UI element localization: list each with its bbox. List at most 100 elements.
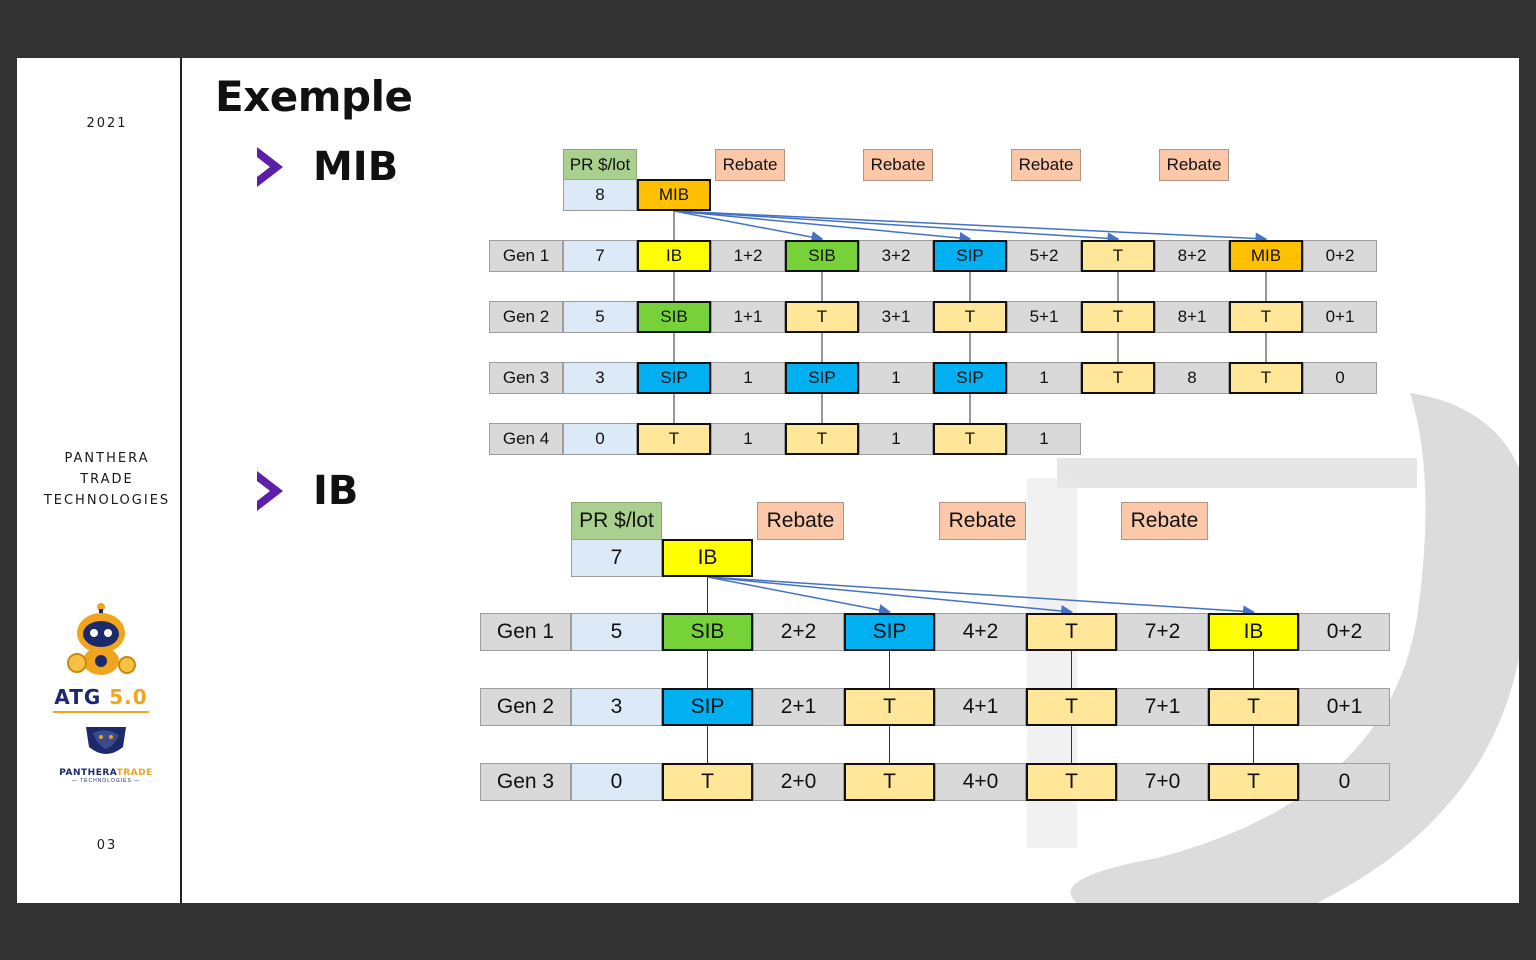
generation-pr-value: 5 xyxy=(571,613,662,651)
rebate-value: 1 xyxy=(859,362,933,394)
company-line: TRADE xyxy=(80,472,134,487)
rebate-value: 7+1 xyxy=(1117,688,1208,726)
rebate-value: 1+2 xyxy=(711,240,785,272)
generation-label: Gen 3 xyxy=(489,362,563,394)
robot-mascot-icon xyxy=(67,603,136,675)
generation-label: Gen 3 xyxy=(480,763,571,801)
rebate-header: Rebate xyxy=(1011,149,1081,181)
slide: 2021 PANTHERA TRADE TECHNOLOGIES ATG 5.0 xyxy=(17,58,1519,903)
rebate-value: 2+2 xyxy=(753,613,844,651)
generation-label: Gen 1 xyxy=(489,240,563,272)
page-title: Exemple xyxy=(215,72,413,121)
generation-label: Gen 2 xyxy=(480,688,571,726)
section-mib-label: MIB xyxy=(313,144,399,190)
role-node-t: T xyxy=(933,301,1007,333)
generation-pr-value: 3 xyxy=(563,362,637,394)
generation-label: Gen 1 xyxy=(480,613,571,651)
pr-value: 7 xyxy=(571,539,662,577)
role-node-sip: SIP xyxy=(933,362,1007,394)
chevron-right-icon xyxy=(257,147,283,187)
panthera-logo: PANTHERATRADE — TECHNOLOGIES — xyxy=(51,723,161,784)
page-number: 03 xyxy=(96,838,118,853)
panthera-logo-subtitle: — TECHNOLOGIES — xyxy=(71,778,141,784)
rebate-value: 1 xyxy=(711,423,785,455)
panthera-logo-text: PANTHERATRADE xyxy=(51,768,161,778)
company-line: TECHNOLOGIES xyxy=(43,493,171,508)
role-node-sib: SIB xyxy=(637,301,711,333)
role-node-t: T xyxy=(1081,240,1155,272)
role-node-ib: IB xyxy=(637,240,711,272)
pr-per-lot-label: PR $/lot xyxy=(571,502,662,540)
role-node-sip: SIP xyxy=(785,362,859,394)
rebate-value: 2+1 xyxy=(753,688,844,726)
role-node-sip: SIP xyxy=(662,688,753,726)
rebate-value: 0+1 xyxy=(1299,688,1390,726)
role-node-t: T xyxy=(1026,613,1117,651)
role-node-t: T xyxy=(1208,688,1299,726)
rebate-header: Rebate xyxy=(863,149,933,181)
trade-word: TRADE xyxy=(116,768,153,778)
role-node-mib: MIB xyxy=(1229,240,1303,272)
role-node-sib: SIB xyxy=(662,613,753,651)
rebate-value: 2+0 xyxy=(753,763,844,801)
role-node-ib: IB xyxy=(1208,613,1299,651)
generation-pr-value: 5 xyxy=(563,301,637,333)
rebate-value: 1 xyxy=(1007,423,1081,455)
role-node-t: T xyxy=(1081,301,1155,333)
role-node-sib: SIB xyxy=(785,240,859,272)
rebate-value: 0 xyxy=(1303,362,1377,394)
company-name: PANTHERA TRADE TECHNOLOGIES xyxy=(17,448,197,511)
role-node-sip: SIP xyxy=(637,362,711,394)
atg-logo-version: 5.0 xyxy=(109,685,148,709)
rebate-value: 0+2 xyxy=(1299,613,1390,651)
rebate-value: 7+0 xyxy=(1117,763,1208,801)
generation-pr-value: 0 xyxy=(571,763,662,801)
chevron-right-icon xyxy=(257,471,283,511)
rebate-value: 5+2 xyxy=(1007,240,1081,272)
section-ib-label: IB xyxy=(313,468,359,514)
rebate-header: Rebate xyxy=(1159,149,1229,181)
section-ib-heading: IB xyxy=(255,468,358,514)
role-node-t: T xyxy=(1026,688,1117,726)
sidebar-divider xyxy=(180,58,182,903)
rebate-value: 1 xyxy=(859,423,933,455)
role-node-t: T xyxy=(1081,362,1155,394)
rebate-value: 1+1 xyxy=(711,301,785,333)
generation-label: Gen 4 xyxy=(489,423,563,455)
company-line: PANTHERA xyxy=(64,451,150,466)
rebate-value: 3+2 xyxy=(859,240,933,272)
rebate-value: 8+1 xyxy=(1155,301,1229,333)
atg-logo-main: ATG xyxy=(54,685,102,709)
rebate-header: Rebate xyxy=(1121,502,1208,540)
role-node-t: T xyxy=(1229,301,1303,333)
generation-pr-value: 7 xyxy=(563,240,637,272)
generation-pr-value: 3 xyxy=(571,688,662,726)
role-node-t: T xyxy=(1208,763,1299,801)
generation-pr-value: 0 xyxy=(563,423,637,455)
pr-value: 8 xyxy=(563,179,637,211)
rebate-value: 4+1 xyxy=(935,688,1026,726)
rebate-value: 1 xyxy=(1007,362,1081,394)
role-node-t: T xyxy=(1026,763,1117,801)
rebate-value: 8 xyxy=(1155,362,1229,394)
atg-logo-text: ATG 5.0 xyxy=(51,685,151,709)
rebate-value: 4+2 xyxy=(935,613,1026,651)
role-node-t: T xyxy=(785,301,859,333)
logo-underline xyxy=(53,711,149,713)
panthera-word: PANTHERA xyxy=(59,768,117,778)
role-node-t: T xyxy=(637,423,711,455)
atg-logo: ATG 5.0 xyxy=(51,603,151,713)
rebate-value: 0+1 xyxy=(1303,301,1377,333)
role-node-t: T xyxy=(1229,362,1303,394)
rebate-value: 8+2 xyxy=(1155,240,1229,272)
rebate-header: Rebate xyxy=(939,502,1026,540)
panther-icon xyxy=(86,727,126,754)
role-node-t: T xyxy=(933,423,1007,455)
rebate-value: 0+2 xyxy=(1303,240,1377,272)
root-role-ib: IB xyxy=(662,539,753,577)
rebate-value: 1 xyxy=(711,362,785,394)
watermark-decoration xyxy=(1027,393,1519,903)
role-node-t: T xyxy=(844,763,935,801)
root-role-mib: MIB xyxy=(637,179,711,211)
role-node-sip: SIP xyxy=(844,613,935,651)
